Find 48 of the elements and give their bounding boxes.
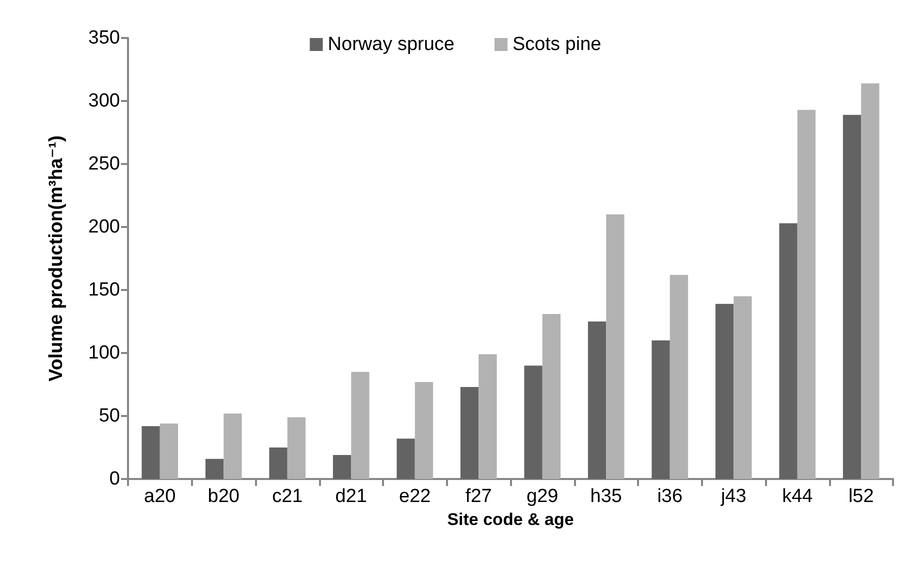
bar	[861, 83, 880, 479]
bar	[842, 114, 862, 479]
bar	[670, 274, 688, 479]
bar	[332, 455, 352, 479]
x-tick-label: g29	[526, 486, 558, 507]
legend-label: Norway spruce	[328, 34, 455, 55]
x-tick-label: d21	[335, 486, 367, 507]
y-tick-label: 300	[88, 90, 120, 112]
bar	[205, 458, 224, 479]
bar	[287, 417, 306, 479]
bar	[142, 426, 160, 479]
bar	[478, 354, 497, 479]
y-tick-label: 350	[88, 28, 120, 48]
bar	[588, 322, 606, 479]
x-tick-label: f27	[465, 486, 492, 507]
bar	[715, 304, 734, 479]
y-tick-label: 50	[98, 406, 120, 426]
y-tick-label: 0	[109, 468, 120, 490]
y-tick-label: 200	[88, 216, 120, 238]
bar	[606, 214, 624, 479]
bar	[542, 314, 561, 479]
bar	[734, 296, 752, 479]
x-axis-title: Site code & age	[447, 510, 574, 529]
x-tick-label: e22	[399, 486, 431, 507]
bar	[414, 382, 434, 479]
y-axis-title: Volume production(m³ha⁻¹)	[46, 135, 67, 382]
y-tick-label: 150	[88, 280, 120, 300]
bar	[269, 448, 288, 479]
x-tick-label: j43	[720, 486, 746, 507]
legend-label: Scots pine	[512, 34, 602, 55]
x-tick-label: i36	[657, 486, 683, 507]
x-tick-label: a20	[144, 486, 176, 507]
x-tick-label: b20	[208, 486, 240, 507]
x-tick-label: k44	[782, 486, 814, 507]
x-tick-label: l52	[848, 486, 874, 507]
y-tick-label: 100	[88, 342, 120, 364]
bar	[160, 424, 178, 479]
y-tick-label: 250	[88, 154, 120, 174]
bar	[351, 372, 370, 479]
bar	[224, 413, 242, 479]
x-tick-label: h35	[590, 486, 622, 507]
bar	[779, 223, 798, 479]
x-tick-label: c21	[272, 486, 303, 507]
bar	[797, 110, 816, 479]
bar	[460, 387, 479, 479]
bar	[652, 340, 670, 479]
bar	[524, 366, 542, 479]
bar	[396, 438, 415, 479]
